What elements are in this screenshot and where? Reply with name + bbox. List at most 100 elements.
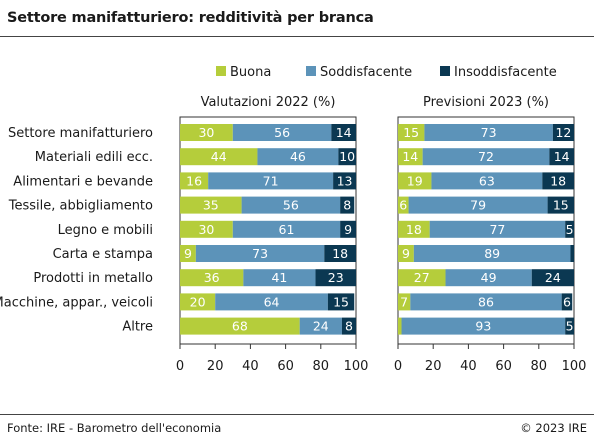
bar-segment-soddisfacente xyxy=(195,245,325,262)
data-label: 18 xyxy=(406,222,422,237)
x-tick-label: 20 xyxy=(207,359,224,374)
bar-segment-insoddisfacente xyxy=(531,269,574,287)
x-tick-label: 60 xyxy=(495,359,512,374)
bar-segment-insoddisfacente xyxy=(338,148,356,166)
data-label: 14 xyxy=(402,149,418,164)
data-label: 46 xyxy=(290,149,306,164)
x-tick-label: 0 xyxy=(176,359,184,374)
x-tick-label: 40 xyxy=(242,359,259,374)
bar-segment-insoddisfacente xyxy=(570,245,574,262)
data-label: 15 xyxy=(553,198,569,213)
data-label: 8 xyxy=(343,198,351,213)
bar-segment-soddisfacente xyxy=(215,293,328,311)
data-label: 68 xyxy=(232,319,248,334)
category-label: Legno e mobili xyxy=(58,223,153,238)
bar-segment-buona xyxy=(180,148,258,166)
bar-segment-buona xyxy=(398,172,432,190)
bar-segment-insoddisfacente xyxy=(324,245,356,262)
x-tick-label: 20 xyxy=(425,359,442,374)
data-label: 14 xyxy=(554,149,570,164)
legend-label-insoddisfacente: Insoddisfacente xyxy=(454,65,557,80)
category-label: Altre xyxy=(122,320,153,335)
data-label: 9 xyxy=(184,246,192,261)
data-label: 27 xyxy=(414,270,430,285)
bar-segment-buona xyxy=(180,220,233,238)
category-label: Macchine, appar., veicoli xyxy=(0,295,153,310)
chart-title: Settore manifatturiero: redditività per … xyxy=(7,10,374,26)
bar-segment-insoddisfacente xyxy=(315,269,356,287)
data-label: 73 xyxy=(481,125,497,140)
x-tick-label: 0 xyxy=(394,359,402,374)
data-label: 64 xyxy=(264,294,280,309)
source-note: Fonte: IRE - Barometro dell'economia xyxy=(7,421,222,435)
copyright-note: © 2023 IRE xyxy=(520,421,587,435)
legend-swatch-insoddisfacente xyxy=(440,66,450,76)
bar-segment-buona xyxy=(180,293,216,311)
data-label: 6 xyxy=(399,198,407,213)
bar-segment-soddisfacente xyxy=(413,245,571,262)
data-label: 35 xyxy=(203,198,219,213)
data-label: 63 xyxy=(479,173,495,188)
bar-segment-buona xyxy=(180,124,233,141)
data-label: 18 xyxy=(550,173,566,188)
data-label: 30 xyxy=(198,125,214,140)
data-label: 6 xyxy=(563,294,571,309)
data-label: 73 xyxy=(252,246,268,261)
data-label: 7 xyxy=(400,294,408,309)
bar-segment-soddisfacente xyxy=(445,269,532,287)
data-label: 93 xyxy=(475,319,491,334)
data-label: 41 xyxy=(271,270,287,285)
data-label: 15 xyxy=(333,294,349,309)
bar-segment-soddisfacente xyxy=(408,196,548,214)
bar-segment-soddisfacente xyxy=(243,269,316,287)
data-label: 24 xyxy=(545,270,561,285)
bar-segment-soddisfacente xyxy=(422,148,550,166)
data-label: 14 xyxy=(336,125,352,140)
bar-segment-soddisfacente xyxy=(401,317,566,335)
bar-segment-insoddisfacente xyxy=(333,172,356,190)
top-rule xyxy=(0,36,594,37)
category-label: Settore manifatturiero xyxy=(8,126,153,141)
bar-segment-insoddisfacente xyxy=(341,317,356,335)
data-label: 20 xyxy=(190,294,206,309)
x-tick-label: 60 xyxy=(277,359,294,374)
data-label: 8 xyxy=(345,319,353,334)
data-label: 5 xyxy=(566,319,574,334)
data-label: 5 xyxy=(566,222,574,237)
data-label: 77 xyxy=(489,222,505,237)
legend-swatch-buona xyxy=(216,66,226,76)
bar-segment-insoddisfacente xyxy=(542,172,574,190)
bottom-rule xyxy=(0,414,594,415)
legend-label-soddisfacente: Soddisfacente xyxy=(320,65,412,80)
bar-segment-insoddisfacente xyxy=(340,196,355,214)
bar-segment-soddisfacente xyxy=(299,317,342,335)
data-label: 16 xyxy=(186,173,202,188)
panel-title: Previsioni 2023 (%) xyxy=(423,95,549,110)
legend-swatch-soddisfacente xyxy=(306,66,316,76)
bar-segment-buona xyxy=(398,317,402,335)
panel-title: Valutazioni 2022 (%) xyxy=(201,95,336,110)
data-label: 56 xyxy=(274,125,290,140)
data-label: 9 xyxy=(402,246,410,261)
x-tick-label: 40 xyxy=(460,359,477,374)
bar-segment-buona xyxy=(398,220,430,238)
data-label: 79 xyxy=(470,198,486,213)
bar-segment-buona xyxy=(398,148,423,166)
data-label: 30 xyxy=(198,222,214,237)
bar-segment-buona xyxy=(180,196,242,214)
data-label: 72 xyxy=(478,149,494,164)
bar-segment-buona xyxy=(398,269,446,287)
data-label: 23 xyxy=(328,270,344,285)
bar-segment-soddisfacente xyxy=(241,196,341,214)
bar-segment-soddisfacente xyxy=(232,124,332,141)
data-label: 61 xyxy=(279,222,295,237)
data-label: 13 xyxy=(337,173,353,188)
data-label: 36 xyxy=(204,270,220,285)
x-tick-label: 80 xyxy=(531,359,548,374)
bar-segment-soddisfacente xyxy=(410,293,562,311)
legend-label-buona: Buona xyxy=(230,65,271,80)
bar-segment-insoddisfacente xyxy=(561,293,573,311)
category-label: Materiali edili ecc. xyxy=(35,150,153,165)
